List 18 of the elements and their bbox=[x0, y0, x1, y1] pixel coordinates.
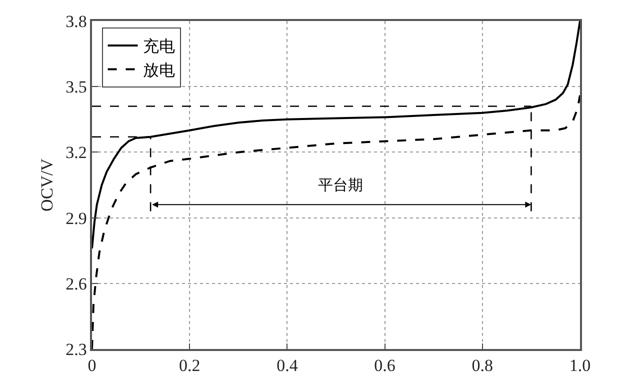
legend-label: 充电 bbox=[142, 36, 175, 56]
y-tick-label: 2.9 bbox=[66, 208, 87, 228]
line-series bbox=[92, 21, 580, 250]
x-tick-label: 0.4 bbox=[276, 356, 298, 376]
y-tick-label: 3.8 bbox=[66, 12, 87, 31]
y-tick-label: 2.6 bbox=[66, 274, 87, 294]
y-axis-title: OCV/V bbox=[38, 158, 57, 212]
line-series bbox=[92, 94, 580, 349]
x-tick-label: 0.6 bbox=[374, 356, 396, 376]
y-tick-label: 2.3 bbox=[66, 340, 87, 359]
legend-label: 放电 bbox=[142, 60, 175, 80]
y-tick-label: 3.5 bbox=[66, 78, 87, 97]
y-tick-label: 3.2 bbox=[66, 143, 87, 162]
x-tick-label: 0.8 bbox=[472, 356, 494, 376]
x-tick-label: 0.2 bbox=[178, 356, 200, 376]
x-tick-label: 0 bbox=[88, 356, 96, 376]
annotation: 平台期 bbox=[318, 176, 363, 194]
x-tick-label: 1.0 bbox=[569, 356, 591, 376]
